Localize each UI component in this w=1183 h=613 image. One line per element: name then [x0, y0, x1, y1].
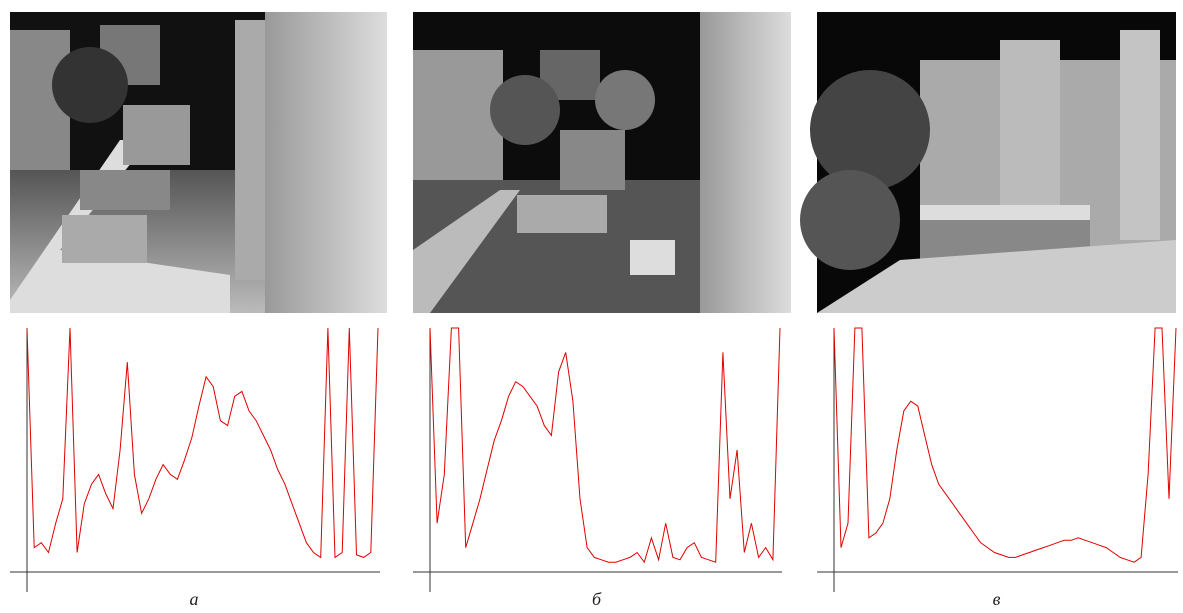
caption: а: [190, 589, 199, 609]
thermal-image: [10, 12, 387, 313]
figure: а б в: [0, 0, 1183, 613]
histogram-line: [834, 328, 1176, 562]
histogram-line: [430, 328, 780, 562]
caption: б: [592, 589, 602, 609]
histogram-line: [27, 328, 378, 557]
thermal-image: [800, 12, 1176, 313]
caption: в: [993, 589, 1001, 609]
thermal-image: [413, 12, 791, 313]
